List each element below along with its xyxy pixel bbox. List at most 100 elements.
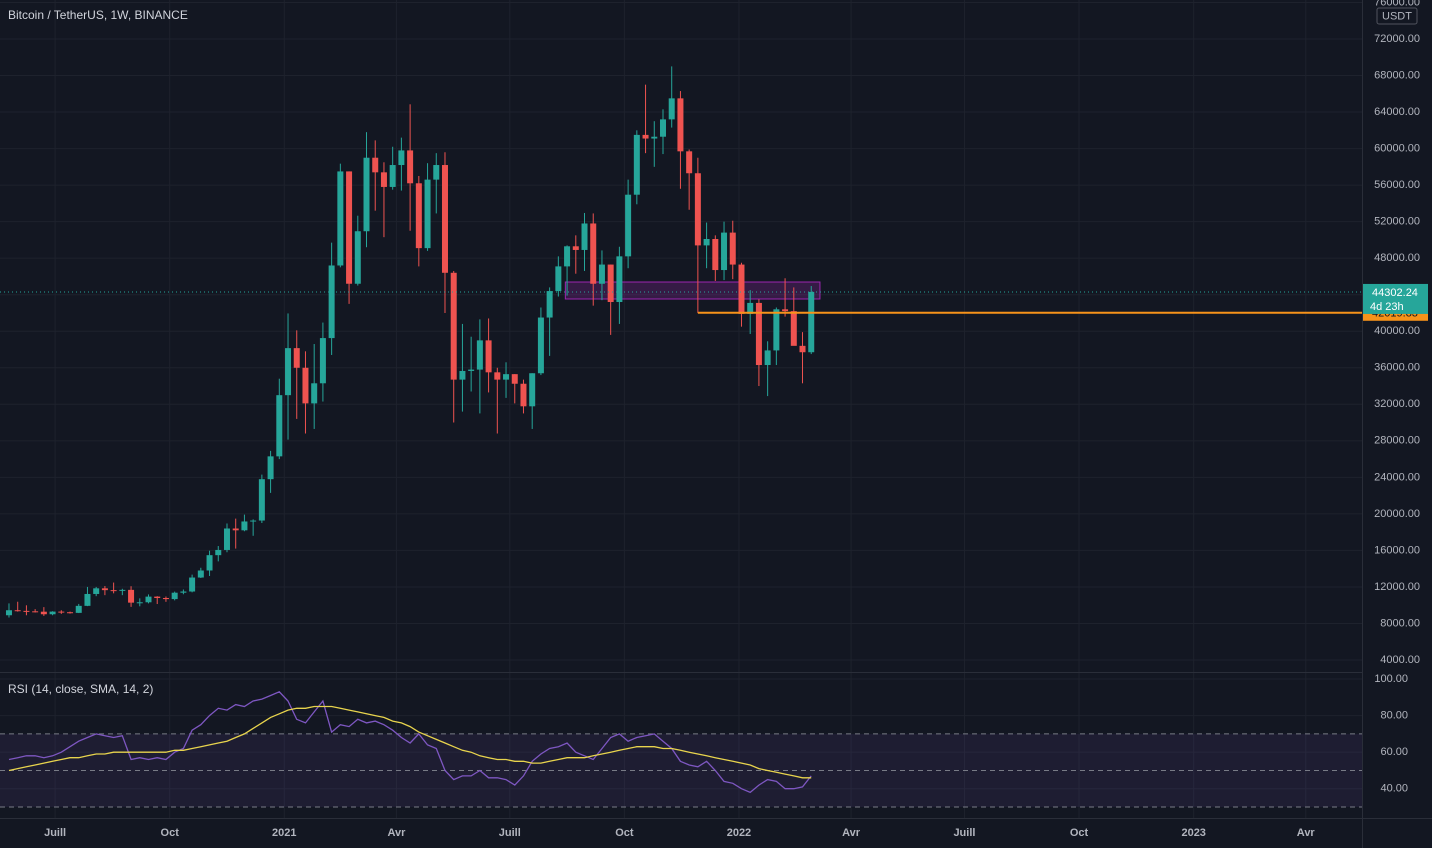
candle-body bbox=[799, 345, 806, 353]
candle-body bbox=[686, 151, 693, 174]
y-tick-label: 4000.00 bbox=[1380, 654, 1420, 666]
candle-body bbox=[154, 596, 161, 598]
currency-label[interactable]: USDT bbox=[1382, 10, 1412, 22]
marks bbox=[0, 66, 1362, 808]
candle-body bbox=[337, 171, 344, 266]
candle-body bbox=[520, 383, 527, 407]
candle-body bbox=[197, 570, 204, 578]
candle-body bbox=[564, 246, 571, 267]
candle-body bbox=[782, 309, 789, 312]
rsi-line bbox=[8, 705, 812, 779]
x-tick-label: 2021 bbox=[272, 827, 296, 839]
candle-body bbox=[93, 588, 100, 594]
candle-body bbox=[389, 165, 396, 187]
candle-body bbox=[729, 232, 736, 265]
candle-body bbox=[590, 223, 597, 284]
y-tick-label: 48000.00 bbox=[1374, 252, 1420, 264]
y-tick-label: 28000.00 bbox=[1374, 435, 1420, 447]
candle-body bbox=[67, 612, 74, 614]
y-tick-label: 64000.00 bbox=[1374, 106, 1420, 118]
candle-body bbox=[415, 183, 422, 249]
candle-body bbox=[119, 589, 126, 591]
y-tick-label: 40000.00 bbox=[1374, 325, 1420, 337]
candle-body bbox=[171, 592, 178, 600]
candle-body bbox=[136, 602, 143, 604]
candle-body bbox=[651, 136, 658, 139]
candle-body bbox=[84, 593, 91, 606]
candle-body bbox=[450, 272, 457, 380]
candle-body bbox=[659, 119, 666, 137]
x-tick-label: Avr bbox=[842, 827, 861, 839]
candle-body bbox=[311, 383, 318, 404]
candle-body bbox=[241, 521, 248, 531]
candle-body bbox=[572, 246, 579, 250]
candle-body bbox=[476, 340, 483, 370]
candle-body bbox=[285, 348, 292, 396]
y-tick-label: 24000.00 bbox=[1374, 471, 1420, 483]
candle-body bbox=[258, 479, 265, 521]
rsi-tick-label: 100.00 bbox=[1374, 673, 1408, 685]
current-price-box bbox=[1362, 283, 1428, 314]
y-tick-label: 56000.00 bbox=[1374, 179, 1420, 191]
candle-body bbox=[694, 173, 701, 246]
candle-body bbox=[598, 264, 605, 284]
candle-body bbox=[712, 238, 719, 271]
candle-body bbox=[494, 372, 501, 380]
candle-body bbox=[398, 150, 405, 166]
candle-body bbox=[607, 264, 614, 303]
x-tick-label: 2023 bbox=[1181, 827, 1205, 839]
candle-body bbox=[372, 157, 379, 173]
candle-body bbox=[773, 309, 780, 351]
candle-body bbox=[14, 610, 21, 612]
x-tick-label: Avr bbox=[387, 827, 406, 839]
candle-body bbox=[380, 172, 387, 187]
x-tick-label: Oct bbox=[1070, 827, 1089, 839]
y-tick-label: 8000.00 bbox=[1380, 617, 1420, 629]
candle-body bbox=[232, 528, 239, 531]
rsi-tick-label: 80.00 bbox=[1380, 710, 1408, 722]
rsi-band bbox=[0, 733, 1362, 808]
candle-body bbox=[764, 350, 771, 366]
candle-body bbox=[346, 171, 353, 284]
candle-body bbox=[808, 291, 815, 353]
candle-body bbox=[424, 179, 431, 249]
candle-body bbox=[23, 610, 30, 612]
symbol-title[interactable]: Bitcoin / TetherUS, 1W, BINANCE bbox=[8, 8, 188, 22]
candle-body bbox=[110, 590, 117, 592]
candle-body bbox=[407, 150, 414, 184]
y-tick-label: 60000.00 bbox=[1374, 142, 1420, 154]
candle-body bbox=[668, 98, 675, 120]
currency-box[interactable] bbox=[1376, 7, 1418, 25]
candle-body bbox=[75, 605, 82, 613]
x-tick-label: Oct bbox=[161, 827, 180, 839]
candle-body bbox=[302, 367, 309, 404]
candle-body bbox=[677, 98, 684, 152]
candle-body bbox=[633, 134, 640, 195]
rsi-title[interactable]: RSI (14, close, SMA, 14, 2) bbox=[8, 682, 153, 696]
candle-body bbox=[223, 528, 230, 550]
x-tick-label: Juill bbox=[44, 827, 66, 839]
candle-body bbox=[625, 194, 632, 257]
candle-body bbox=[747, 302, 754, 314]
candle-body bbox=[790, 311, 797, 346]
candle-body bbox=[58, 611, 65, 613]
candle-body bbox=[703, 238, 710, 246]
candle-body bbox=[101, 588, 108, 591]
candle-body bbox=[250, 520, 257, 522]
y-tick-label: 12000.00 bbox=[1374, 581, 1420, 593]
candle-body bbox=[49, 611, 56, 615]
candle-body bbox=[468, 369, 475, 371]
candle-body bbox=[529, 373, 536, 407]
candle-body bbox=[276, 395, 283, 457]
candle-body bbox=[162, 597, 169, 600]
candle-body bbox=[441, 165, 448, 273]
candle-body bbox=[319, 338, 326, 384]
candle-body bbox=[215, 549, 222, 556]
candle-body bbox=[206, 555, 213, 571]
candle-body bbox=[5, 610, 12, 616]
grid bbox=[0, 0, 1362, 818]
candle-body bbox=[537, 317, 544, 374]
